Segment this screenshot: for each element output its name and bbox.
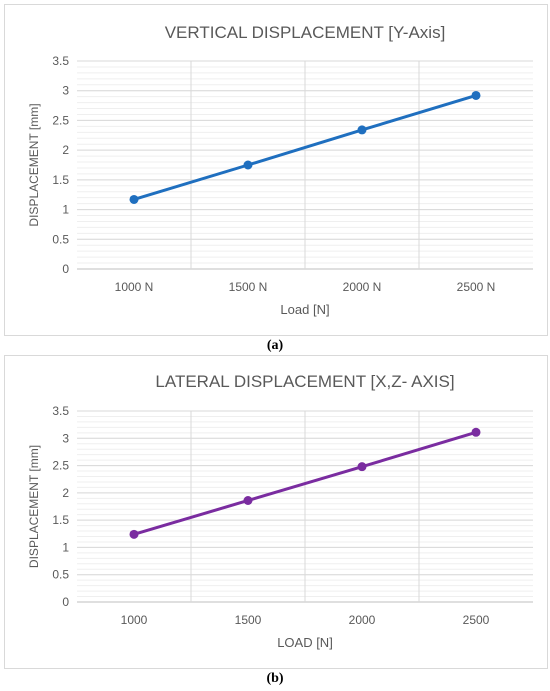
data-point xyxy=(129,194,139,204)
y-tick-label: 2 xyxy=(62,143,69,157)
chart-title: VERTICAL DISPLACEMENT [Y-Axis] xyxy=(165,23,446,42)
series-line xyxy=(133,94,477,201)
data-point xyxy=(471,427,481,437)
y-tick-label: 0.5 xyxy=(52,232,69,246)
y-tick-label: 1 xyxy=(62,203,69,217)
data-point xyxy=(471,90,481,100)
x-axis-label: Load [N] xyxy=(280,302,329,317)
data-point xyxy=(357,125,367,135)
y-axis-label: DISPLACEMENT [mm] xyxy=(27,103,41,226)
y-tick-label: 1.5 xyxy=(52,513,69,527)
x-tick-label: 2000 xyxy=(349,613,376,627)
y-tick-label: 0 xyxy=(62,262,69,276)
x-tick-label: 2500 xyxy=(463,613,490,627)
y-tick-label: 2.5 xyxy=(52,113,69,127)
caption-b: (b) xyxy=(266,671,284,686)
y-tick-label: 3.5 xyxy=(52,404,69,418)
caption-a: (a) xyxy=(266,338,284,353)
y-tick-label: 3.5 xyxy=(52,54,69,68)
x-tick-label: 2000 N xyxy=(343,280,382,294)
x-tick-label: 1000 N xyxy=(115,280,154,294)
x-tick-label: 1500 N xyxy=(229,280,268,294)
y-tick-label: 0 xyxy=(62,595,69,609)
chart-title: LATERAL DISPLACEMENT [X,Z- AXIS] xyxy=(155,372,454,391)
chart-lateral-displacement: LATERAL DISPLACEMENT [X,Z- AXIS] 0 0.5 1 1.5… xyxy=(27,372,533,650)
x-tick-label: 2500 N xyxy=(457,280,496,294)
data-point xyxy=(129,529,139,539)
data-point xyxy=(243,160,253,170)
x-tick-label: 1000 xyxy=(121,613,148,627)
series-line xyxy=(133,430,477,536)
y-tick-label: 2 xyxy=(62,486,69,500)
chart-vertical-displacement: VERTICAL DISPLACEMENT [Y-Axis] 0 0.5 1 1.5 2 2… xyxy=(27,23,533,317)
chart-panel-a: VERTICAL DISPLACEMENT [Y-Axis] 0 0.5 1 1.5 2 2… xyxy=(4,4,548,336)
y-tick-label: 3 xyxy=(62,431,69,445)
chart-panel-b: LATERAL DISPLACEMENT [X,Z- AXIS] 0 0.5 1 1.5… xyxy=(4,355,548,669)
y-tick-label: 1 xyxy=(62,540,69,554)
y-axis-label: DISPLACEMENT [mm] xyxy=(27,445,41,568)
y-tick-label: 0.5 xyxy=(52,568,69,582)
x-axis-label: LOAD [N] xyxy=(277,635,333,650)
data-point xyxy=(243,495,253,505)
y-tick-label: 1.5 xyxy=(52,173,69,187)
x-tick-label: 1500 xyxy=(235,613,262,627)
y-tick-label: 2.5 xyxy=(52,459,69,473)
data-point xyxy=(357,462,367,472)
y-tick-label: 3 xyxy=(62,84,69,98)
